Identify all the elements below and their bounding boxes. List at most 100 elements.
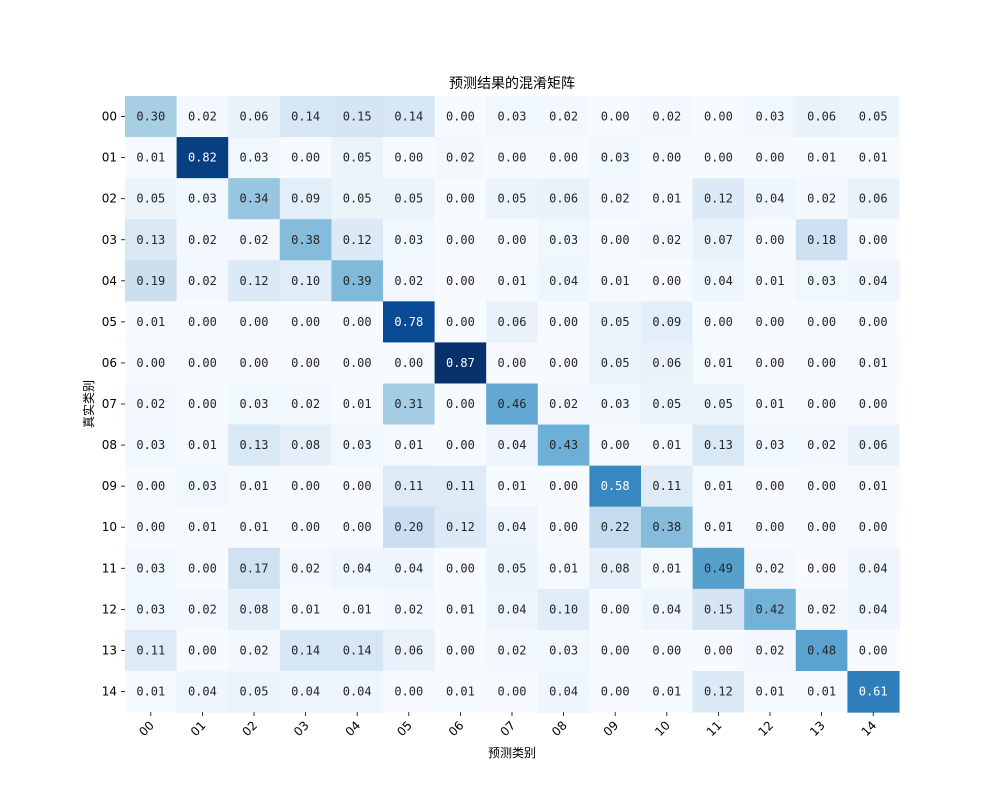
x-tick-label: 05 bbox=[394, 718, 415, 739]
cell-value-label: 0.01 bbox=[291, 602, 320, 616]
heatmap-cell-07-09 bbox=[589, 383, 642, 426]
cell-value-label: 0.15 bbox=[704, 602, 733, 616]
heatmap-cell-03-13 bbox=[795, 219, 848, 261]
heatmap-cell-00-13 bbox=[795, 96, 848, 138]
heatmap-cell-01-14 bbox=[847, 137, 900, 179]
heatmap-cell-08-12 bbox=[744, 424, 797, 467]
heatmap-cell-02-05 bbox=[383, 178, 436, 220]
cell-value-label: 0.00 bbox=[704, 315, 733, 329]
heatmap-cell-02-03 bbox=[279, 178, 332, 220]
heatmap-cell-04-09 bbox=[589, 260, 642, 302]
cell-value-label: 0.05 bbox=[136, 192, 165, 206]
heatmap-cell-12-14 bbox=[847, 588, 900, 631]
cell-value-label: 0.03 bbox=[240, 151, 269, 165]
cell-value-label: 0.02 bbox=[807, 438, 836, 452]
heatmap-cell-07-12 bbox=[744, 383, 797, 426]
heatmap-cell-14-00 bbox=[125, 670, 178, 713]
cell-value-label: 0.12 bbox=[704, 685, 733, 699]
heatmap-cell-05-01 bbox=[176, 301, 229, 344]
cell-value-label: 0.00 bbox=[343, 520, 372, 534]
cell-value-label: 0.14 bbox=[394, 110, 423, 124]
heatmap-cell-06-08 bbox=[537, 342, 590, 385]
heatmap-cell-07-01 bbox=[176, 383, 229, 426]
cell-value-label: 0.09 bbox=[652, 315, 681, 329]
cell-value-label: 0.05 bbox=[601, 315, 630, 329]
cell-value-label: 0.11 bbox=[136, 643, 165, 657]
cell-value-label: 0.06 bbox=[859, 438, 888, 452]
cell-value-label: 0.11 bbox=[394, 479, 423, 493]
heatmap-cell-11-13 bbox=[795, 547, 848, 590]
cell-value-label: 0.00 bbox=[136, 356, 165, 370]
heatmap-cell-06-03 bbox=[279, 342, 332, 385]
heatmap-cell-05-08 bbox=[537, 301, 590, 344]
cell-value-label: 0.01 bbox=[652, 192, 681, 206]
heatmap-cell-13-03 bbox=[279, 629, 332, 672]
y-tick-label: 08 bbox=[102, 438, 117, 452]
cell-value-label: 0.00 bbox=[756, 356, 785, 370]
cell-value-label: 0.00 bbox=[859, 643, 888, 657]
heatmap-cell-08-13 bbox=[795, 424, 848, 467]
y-tick-label: 00 bbox=[102, 110, 117, 124]
heatmap-cell-04-07 bbox=[486, 260, 539, 302]
cell-value-label: 0.00 bbox=[756, 479, 785, 493]
heatmap-cell-00-11 bbox=[692, 96, 745, 138]
cell-value-label: 0.01 bbox=[446, 602, 475, 616]
heatmap-cell-09-08 bbox=[537, 465, 590, 508]
heatmap-cells: 0.30 0.02 0.06 0.14 0.15 0.14 0.00 0.03 0.02 0.00… bbox=[125, 96, 900, 713]
cell-value-label: 0.00 bbox=[188, 356, 217, 370]
cell-value-label: 0.00 bbox=[601, 685, 630, 699]
heatmap-cell-07-04 bbox=[331, 383, 384, 426]
cell-value-label: 0.12 bbox=[343, 233, 372, 247]
heatmap-cell-08-02 bbox=[228, 424, 281, 467]
cell-value-label: 0.06 bbox=[240, 110, 269, 124]
y-tick-label: 02 bbox=[102, 192, 117, 206]
cell-value-label: 0.00 bbox=[343, 315, 372, 329]
cell-value-label: 0.00 bbox=[859, 520, 888, 534]
heatmap-cell-11-10 bbox=[641, 547, 694, 590]
heatmap-cell-10-10 bbox=[641, 506, 694, 549]
heatmap-cell-12-13 bbox=[795, 588, 848, 631]
heatmap-cell-00-06 bbox=[434, 96, 487, 138]
cell-value-label: 0.01 bbox=[240, 520, 269, 534]
heatmap-cell-08-05 bbox=[383, 424, 436, 467]
cell-value-label: 0.01 bbox=[498, 479, 527, 493]
heatmap-cell-11-01 bbox=[176, 547, 229, 590]
heatmap-cell-10-14 bbox=[847, 506, 900, 549]
heatmap-cell-13-09 bbox=[589, 629, 642, 672]
cell-value-label: 0.19 bbox=[136, 274, 165, 288]
cell-value-label: 0.04 bbox=[859, 561, 888, 575]
cell-value-label: 0.01 bbox=[136, 685, 165, 699]
cell-value-label: 0.04 bbox=[859, 602, 888, 616]
heatmap-cell-06-00 bbox=[125, 342, 178, 385]
cell-value-label: 0.00 bbox=[601, 602, 630, 616]
heatmap-cell-06-06 bbox=[434, 342, 487, 385]
heatmap-cell-04-08 bbox=[537, 260, 590, 302]
heatmap-cell-02-07 bbox=[486, 178, 539, 220]
cell-value-label: 0.03 bbox=[549, 643, 578, 657]
heatmap-cell-09-02 bbox=[228, 465, 281, 508]
cell-value-label: 0.01 bbox=[859, 356, 888, 370]
heatmap-cell-11-06 bbox=[434, 547, 487, 590]
cell-value-label: 0.31 bbox=[394, 397, 423, 411]
cell-value-label: 0.00 bbox=[498, 233, 527, 247]
chart-title: 预测结果的混淆矩阵 bbox=[449, 76, 575, 92]
cell-value-label: 0.01 bbox=[601, 274, 630, 288]
cell-value-label: 0.00 bbox=[549, 520, 578, 534]
heatmap-cell-13-12 bbox=[744, 629, 797, 672]
heatmap-cell-03-14 bbox=[847, 219, 900, 261]
x-tick-label: 11 bbox=[704, 718, 725, 739]
cell-value-label: 0.02 bbox=[240, 233, 269, 247]
y-tick-label: 13 bbox=[102, 643, 117, 657]
cell-value-label: 0.00 bbox=[704, 151, 733, 165]
cell-value-label: 0.02 bbox=[188, 274, 217, 288]
heatmap-cell-14-10 bbox=[641, 670, 694, 713]
cell-value-label: 0.08 bbox=[291, 438, 320, 452]
cell-value-label: 0.01 bbox=[807, 151, 836, 165]
cell-value-label: 0.00 bbox=[807, 479, 836, 493]
heatmap-cell-06-02 bbox=[228, 342, 281, 385]
heatmap-cell-12-01 bbox=[176, 588, 229, 631]
heatmap-cell-09-07 bbox=[486, 465, 539, 508]
heatmap-cell-13-14 bbox=[847, 629, 900, 672]
cell-value-label: 0.00 bbox=[394, 151, 423, 165]
cell-value-label: 0.00 bbox=[446, 315, 475, 329]
